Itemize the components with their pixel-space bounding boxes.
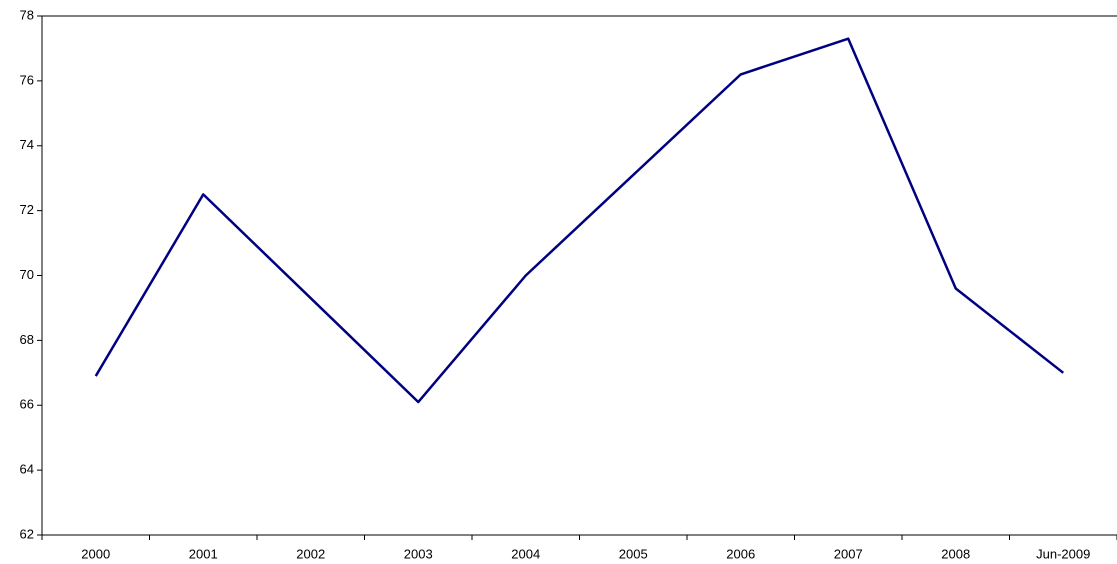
- x-tick-label: 2007: [834, 546, 863, 561]
- y-tick-label: 74: [20, 137, 34, 152]
- x-tick-label: 2000: [81, 546, 110, 561]
- x-tick-label: 2008: [941, 546, 970, 561]
- y-tick-label: 64: [20, 462, 34, 477]
- x-tick-label: 2002: [296, 546, 325, 561]
- y-tick-label: 72: [20, 202, 34, 217]
- line-series: [94, 37, 1065, 404]
- x-tick-label: 2001: [189, 546, 218, 561]
- x-tick-label: 2003: [404, 546, 433, 561]
- x-tick-label: 2005: [619, 546, 648, 561]
- x-tick-label: 2004: [511, 546, 540, 561]
- y-tick-label: 76: [20, 72, 34, 87]
- y-tick-label: 68: [20, 332, 34, 347]
- y-tick-label: 70: [20, 267, 34, 282]
- x-tick-label: 2006: [726, 546, 755, 561]
- y-tick-label: 62: [20, 526, 34, 541]
- y-tick-label: 66: [20, 397, 34, 412]
- x-tick-label: Jun-2009: [1036, 546, 1090, 561]
- y-tick-label: 78: [20, 7, 34, 22]
